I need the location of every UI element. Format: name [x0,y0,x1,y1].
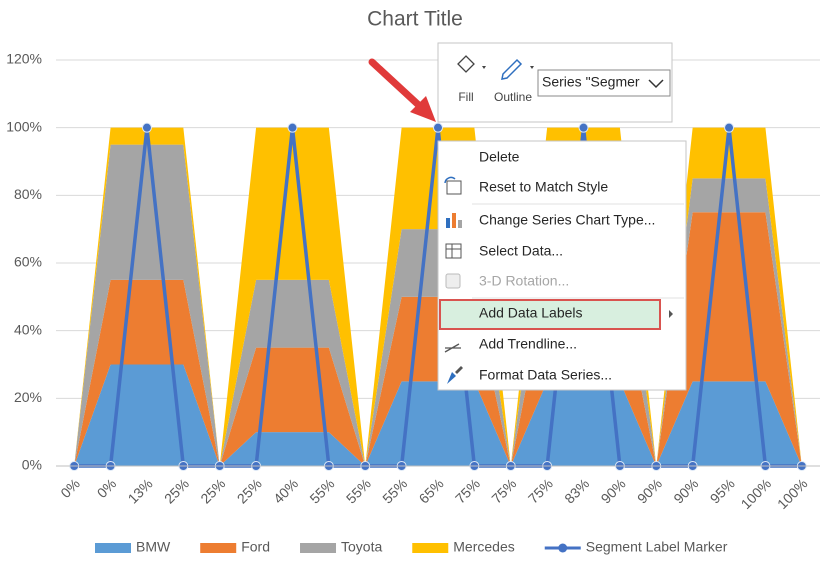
line-marker[interactable] [578,122,589,133]
legend-swatch [95,543,131,553]
menu-box [437,140,687,391]
dropdown-button[interactable] [643,71,669,95]
chart-title[interactable]: Chart Title [367,8,463,31]
line-marker[interactable] [287,122,298,133]
menu-item[interactable]: Add Data Labels [479,305,583,321]
outline-icon[interactable] [501,58,534,80]
legend-swatch [200,543,237,553]
series-selector-text: Series "Segmer [542,74,640,90]
line-marker[interactable] [141,122,152,133]
legend-swatch [558,543,568,553]
legend-label: Segment Label Marker [586,539,728,555]
y-tick-label: 100% [6,118,42,134]
menu-item[interactable]: Delete [479,149,520,165]
legend-swatch [412,543,449,553]
fill-icon[interactable] [457,55,486,73]
mini-toolbar: Fill Outline Series "Segmer [437,42,673,123]
y-tick-label: 40% [14,321,42,337]
y-tick-label: 60% [14,254,42,270]
legend-label: Toyota [341,539,382,555]
y-tick-label: 120% [6,51,42,67]
y-tick-label: 0% [22,457,42,473]
menu-item[interactable]: Change Series Chart Type... [479,212,655,228]
y-tick-label: 80% [14,186,42,202]
menu-item[interactable]: Select Data... [479,243,563,259]
menu-item[interactable]: Reset to Match Style [479,179,608,195]
y-tick-label: 20% [14,389,42,405]
menu-item[interactable]: Format Data Series... [479,367,612,383]
legend[interactable]: BMW Ford Toyota Mercedes Segment Label Marke… [95,539,728,555]
legend-swatch [300,543,337,553]
fill-label[interactable]: Fill [458,90,473,104]
area-series[interactable] [74,127,802,467]
line-marker[interactable] [724,122,735,133]
outline-label[interactable]: Outline [494,90,532,104]
legend-label: Mercedes [453,539,514,555]
menu-item-highlight [439,299,661,330]
menu-item: 3-D Rotation... [479,273,569,289]
annotation-arrow [368,58,436,122]
menu-icons [444,176,463,384]
menu-item[interactable]: Add Trendline... [479,336,577,352]
submenu-arrow [669,310,673,318]
line-marker[interactable] [433,122,443,133]
dropdown-chevron [648,79,664,89]
context-menu: Delete Reset to Match Style Change Series … [437,140,687,391]
legend-label: Ford [241,539,270,555]
legend-label: BMW [136,539,171,555]
